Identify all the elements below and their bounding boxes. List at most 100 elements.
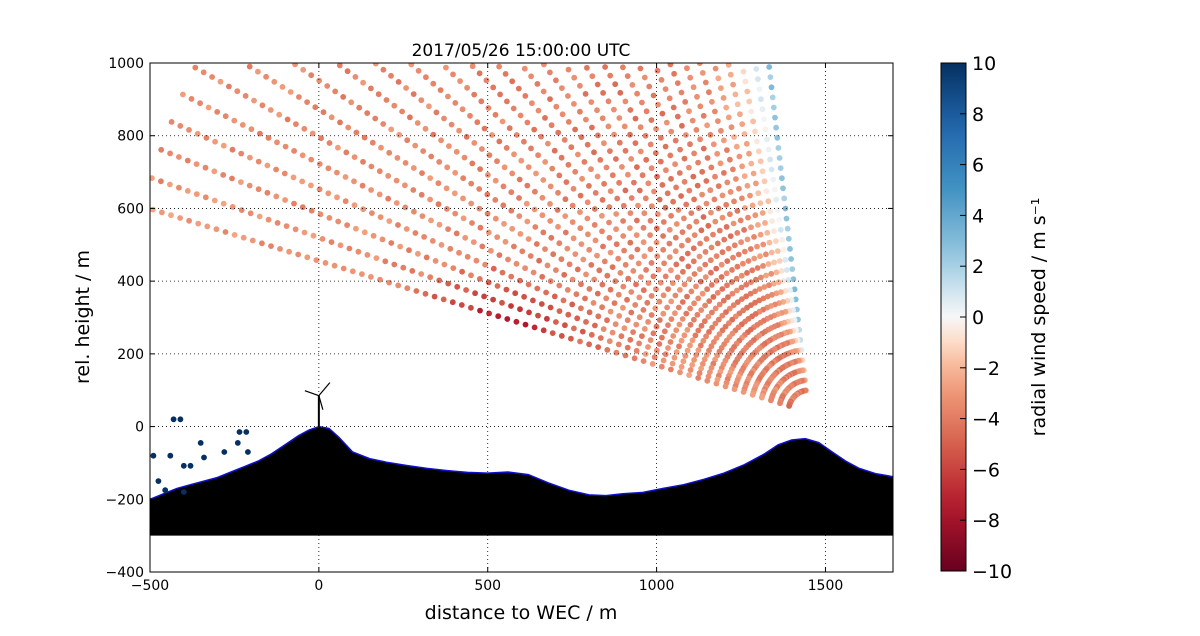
scatter-point — [256, 213, 263, 220]
scatter-point — [380, 121, 387, 127]
scatter-point — [220, 172, 227, 178]
scatter-point — [569, 301, 576, 308]
scatter-point — [320, 109, 327, 116]
scatter-point — [568, 335, 574, 342]
scatter-point — [609, 329, 616, 336]
scatter-point — [747, 192, 753, 199]
scatter-point — [563, 179, 570, 186]
scatter-point — [770, 280, 777, 287]
scatter-point — [558, 256, 565, 263]
scatter-point — [743, 140, 750, 147]
scatter-point — [259, 240, 265, 247]
scatter-point — [217, 78, 224, 85]
scatter-point — [551, 147, 558, 154]
scatter-point — [488, 247, 494, 254]
scatter-point — [334, 194, 340, 201]
scatter-point — [679, 122, 685, 129]
scatter-point — [621, 247, 627, 254]
wec-blade — [318, 395, 324, 410]
scatter-point — [209, 74, 216, 80]
colorbar-tick-label: −4 — [972, 409, 1000, 431]
scatter-point — [485, 279, 492, 286]
scatter-point — [704, 155, 711, 161]
scatter-point — [369, 139, 376, 146]
scatter-point — [504, 98, 510, 105]
scatter-point — [578, 134, 585, 141]
outlier-point — [243, 429, 250, 435]
scatter-point — [727, 233, 734, 240]
scatter-point — [438, 137, 444, 144]
scatter-point — [706, 89, 712, 96]
colorbar-tick-label: 4 — [972, 205, 984, 227]
scatter-point — [684, 327, 691, 333]
scatter-point — [704, 286, 710, 293]
scatter-point — [673, 327, 680, 334]
scatter-point — [349, 268, 356, 275]
scatter-point — [553, 319, 559, 325]
scatter-point — [668, 175, 674, 182]
scatter-point — [714, 240, 721, 247]
y-tick-label: 400 — [117, 274, 144, 290]
scatter-point — [509, 225, 516, 232]
scatter-point — [714, 150, 721, 157]
scatter-point — [749, 202, 756, 209]
scatter-point — [617, 89, 624, 96]
scatter-point — [634, 90, 640, 97]
scatter-point — [687, 74, 694, 81]
scatter-point — [776, 216, 783, 223]
scatter-point — [636, 314, 643, 321]
scatter-point — [713, 277, 720, 284]
scatter-point — [712, 320, 719, 327]
scatter-point — [411, 208, 417, 215]
scatter-point — [382, 258, 389, 265]
scatter-point — [628, 195, 635, 201]
scatter-point — [265, 216, 272, 223]
scatter-point — [502, 238, 509, 245]
scatter-point — [662, 143, 669, 150]
scatter-point — [203, 134, 210, 141]
scatter-point — [588, 262, 595, 268]
scatter-point — [308, 156, 315, 163]
scatter-point — [268, 243, 274, 250]
scatter-point — [525, 164, 532, 171]
y-axis-ticks: −400 −200 0 200 400 600 800 1000 — [106, 56, 893, 581]
scatter-point — [636, 294, 643, 301]
scatter-point — [631, 179, 637, 186]
scatter-point — [408, 63, 415, 68]
scatter-point — [471, 91, 478, 98]
scatter-point — [651, 188, 657, 195]
scatter-point — [508, 189, 515, 196]
scatter-point — [640, 287, 647, 294]
scatter-point — [464, 253, 471, 260]
scatter-point — [573, 291, 580, 298]
scatter-point — [660, 357, 667, 364]
scatter-point — [774, 206, 781, 213]
scatter-point — [731, 134, 737, 140]
scatter-point — [713, 380, 720, 387]
scatter-point — [553, 103, 560, 110]
scatter-point — [581, 159, 588, 165]
scatter-point — [759, 168, 766, 175]
scatter-point — [651, 354, 658, 361]
scatter-point — [679, 229, 686, 236]
scatter-point — [334, 169, 340, 176]
scatter-point — [380, 66, 387, 73]
scatter-point — [738, 284, 745, 291]
scatter-point — [310, 232, 317, 239]
scatter-point — [489, 132, 495, 138]
scatter-point — [461, 154, 468, 161]
scatter-point — [627, 131, 633, 138]
scatter-point — [436, 221, 443, 228]
scatter-point — [768, 166, 775, 173]
scatter-point — [528, 145, 534, 152]
scatter-point — [771, 259, 777, 266]
scatter-point — [672, 234, 679, 241]
scatter-point — [784, 267, 790, 273]
scatter-point — [468, 180, 475, 187]
outlier-point — [170, 416, 177, 423]
scatter-point — [521, 138, 527, 145]
scatter-point — [711, 196, 718, 203]
scatter-point — [648, 312, 655, 318]
scatter-point — [418, 97, 425, 104]
scatter-point — [734, 230, 741, 236]
